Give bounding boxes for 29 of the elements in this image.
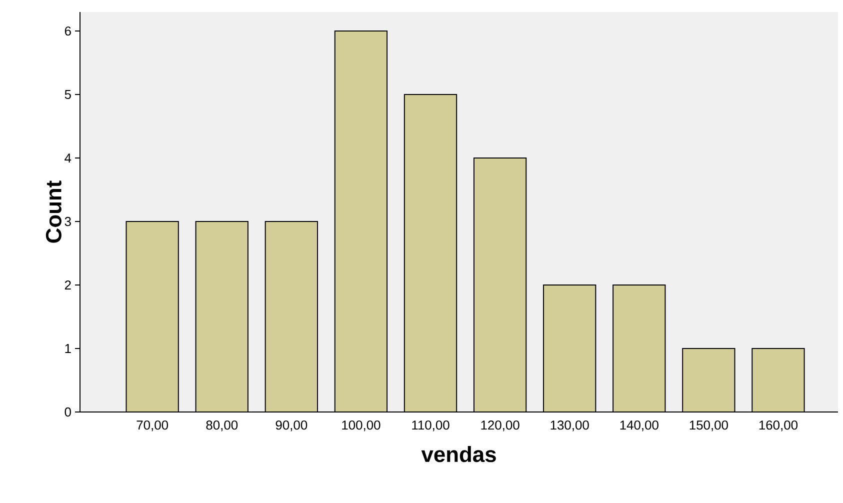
bar xyxy=(752,348,805,412)
y-axis-title: Count xyxy=(46,180,62,243)
y-tick-label: 0 xyxy=(64,407,71,417)
bar xyxy=(474,158,526,412)
x-axis-title: vendas xyxy=(421,446,496,462)
y-tick-label: 2 xyxy=(64,280,71,290)
y-tick-label: 6 xyxy=(64,26,71,36)
bar xyxy=(404,94,457,412)
y-tick-label: 5 xyxy=(64,90,71,100)
x-tick-label: 70,00 xyxy=(136,420,168,432)
bar xyxy=(334,31,388,412)
y-tick-label: 3 xyxy=(64,216,71,226)
bar xyxy=(265,222,318,412)
bar xyxy=(682,348,735,412)
x-tick-label: 150,00 xyxy=(690,420,728,432)
x-tick-label: 160,00 xyxy=(759,420,798,432)
bar xyxy=(196,222,248,412)
bar xyxy=(613,285,666,412)
x-tick-label: 140,00 xyxy=(620,420,658,432)
x-tick-label: 110,00 xyxy=(412,420,450,432)
y-tick-label: 4 xyxy=(64,154,72,162)
bar xyxy=(544,285,596,412)
x-tick-label: 120,00 xyxy=(481,420,520,432)
bar xyxy=(126,222,178,412)
y-tick-label: 1 xyxy=(65,344,71,353)
x-tick-label: 100,00 xyxy=(342,420,380,432)
x-tick-label: 90,00 xyxy=(276,420,308,432)
x-tick-label: 80,00 xyxy=(206,420,238,432)
x-tick-label: 130,00 xyxy=(550,420,589,432)
